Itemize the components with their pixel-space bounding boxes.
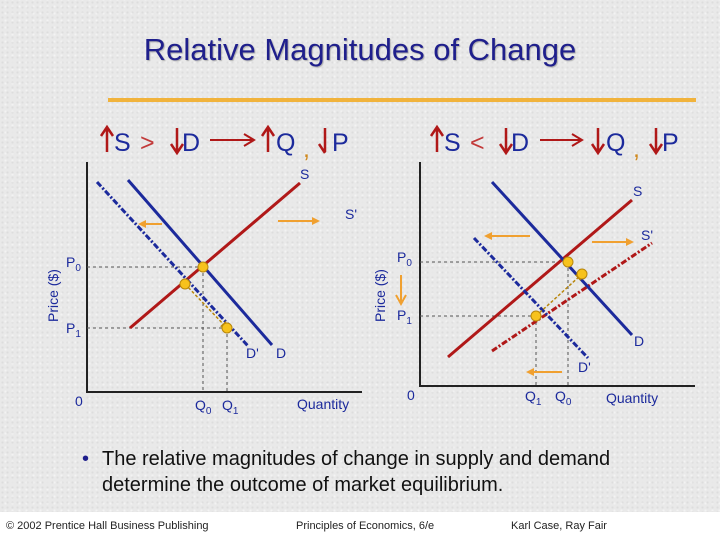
right-header-rel: < xyxy=(470,129,485,157)
left-label-d: D xyxy=(276,345,286,361)
right-demand-d-prime xyxy=(472,236,590,360)
left-guides xyxy=(87,266,228,392)
right-label-q1: Q1 xyxy=(525,388,542,408)
right-label-s-prime: S' xyxy=(641,227,653,243)
up-arrow-icon xyxy=(260,124,276,152)
right-xlabel: Quantity xyxy=(606,390,658,406)
right-price-down-arrow-icon xyxy=(395,275,407,307)
left-supply-s xyxy=(129,181,301,330)
right-supply-s xyxy=(447,198,633,359)
right-graph: S < D Q , P xyxy=(372,124,695,408)
right-supply-s-prime xyxy=(491,241,653,353)
left-label-s-prime: S' xyxy=(345,206,357,222)
right-eq-point-1 xyxy=(530,310,542,322)
bullet-icon: • xyxy=(82,448,90,470)
left-label-p0: P0 xyxy=(66,254,81,274)
bullet-point: • The relative magnitudes of change in s… xyxy=(82,446,692,498)
left-header-rel: > xyxy=(140,129,155,157)
long-right-arrow-icon xyxy=(210,133,256,147)
right-label-d-prime: D' xyxy=(578,359,591,375)
left-label-s: S xyxy=(300,166,309,182)
left-ylabel: Price ($) xyxy=(45,269,61,322)
right-header-p: P xyxy=(662,129,679,157)
left-header-sep: , xyxy=(303,135,310,163)
left-label-d-prime: D' xyxy=(246,345,259,361)
right-guides xyxy=(420,261,569,386)
bullet-text: The relative magnitudes of change in sup… xyxy=(102,448,611,496)
right-header-q: Q xyxy=(606,129,625,157)
footer-book: Principles of Economics, 6/e xyxy=(296,520,435,532)
down-arrow-icon xyxy=(169,128,185,156)
left-demand-d-prime xyxy=(95,180,250,348)
right-header-s: S xyxy=(444,129,461,157)
left-header-p: P xyxy=(332,129,349,157)
slide-title: Relative Magnitudes of Change xyxy=(143,32,577,67)
right-eq-path xyxy=(535,272,584,317)
up-arrow-icon xyxy=(99,124,115,152)
question-arrow-icon xyxy=(317,128,327,154)
left-eq-point-0 xyxy=(197,261,209,273)
left-label-p1: P1 xyxy=(66,320,81,340)
down-arrow-icon xyxy=(590,128,606,156)
left-eq-point-shift xyxy=(179,278,191,290)
left-graph: S > D Q , P xyxy=(45,124,362,417)
left-axes xyxy=(86,162,362,393)
footer: © 2002 Prentice Hall Business Publishing… xyxy=(0,512,720,540)
left-header-d: D xyxy=(182,129,200,157)
left-label-q1: Q1 xyxy=(222,397,239,417)
down-arrow-icon xyxy=(498,128,514,156)
left-header: S > D Q , P xyxy=(99,124,349,163)
left-label-q0: Q0 xyxy=(195,397,212,417)
left-eq-point-1 xyxy=(221,322,233,334)
left-header-q: Q xyxy=(276,129,295,157)
right-label-p1: P1 xyxy=(397,307,412,327)
right-ylabel: Price ($) xyxy=(372,269,388,322)
left-label-origin: 0 xyxy=(75,393,83,409)
right-header-d: D xyxy=(511,129,529,157)
right-label-origin: 0 xyxy=(407,387,415,403)
left-xlabel: Quantity xyxy=(297,396,349,412)
up-arrow-icon xyxy=(429,124,445,152)
right-label-s: S xyxy=(633,183,642,199)
right-eq-point-0 xyxy=(562,256,574,268)
right-label-q0: Q0 xyxy=(555,388,572,408)
right-axes xyxy=(419,162,695,387)
right-label-d: D xyxy=(634,333,644,349)
left-header-s: S xyxy=(114,129,131,157)
footer-copyright: © 2002 Prentice Hall Business Publishing xyxy=(6,520,209,532)
right-label-p0: P0 xyxy=(397,249,412,269)
down-arrow-icon xyxy=(648,128,664,156)
right-header: S < D Q , P xyxy=(429,124,679,163)
right-header-sep: , xyxy=(633,135,640,163)
left-eq-path xyxy=(184,283,229,330)
right-demand-d xyxy=(490,180,634,337)
title-underline xyxy=(108,98,696,102)
footer-authors: Karl Case, Ray Fair xyxy=(511,520,607,532)
long-right-arrow-icon xyxy=(540,133,584,147)
right-eq-point-shift xyxy=(576,268,588,280)
